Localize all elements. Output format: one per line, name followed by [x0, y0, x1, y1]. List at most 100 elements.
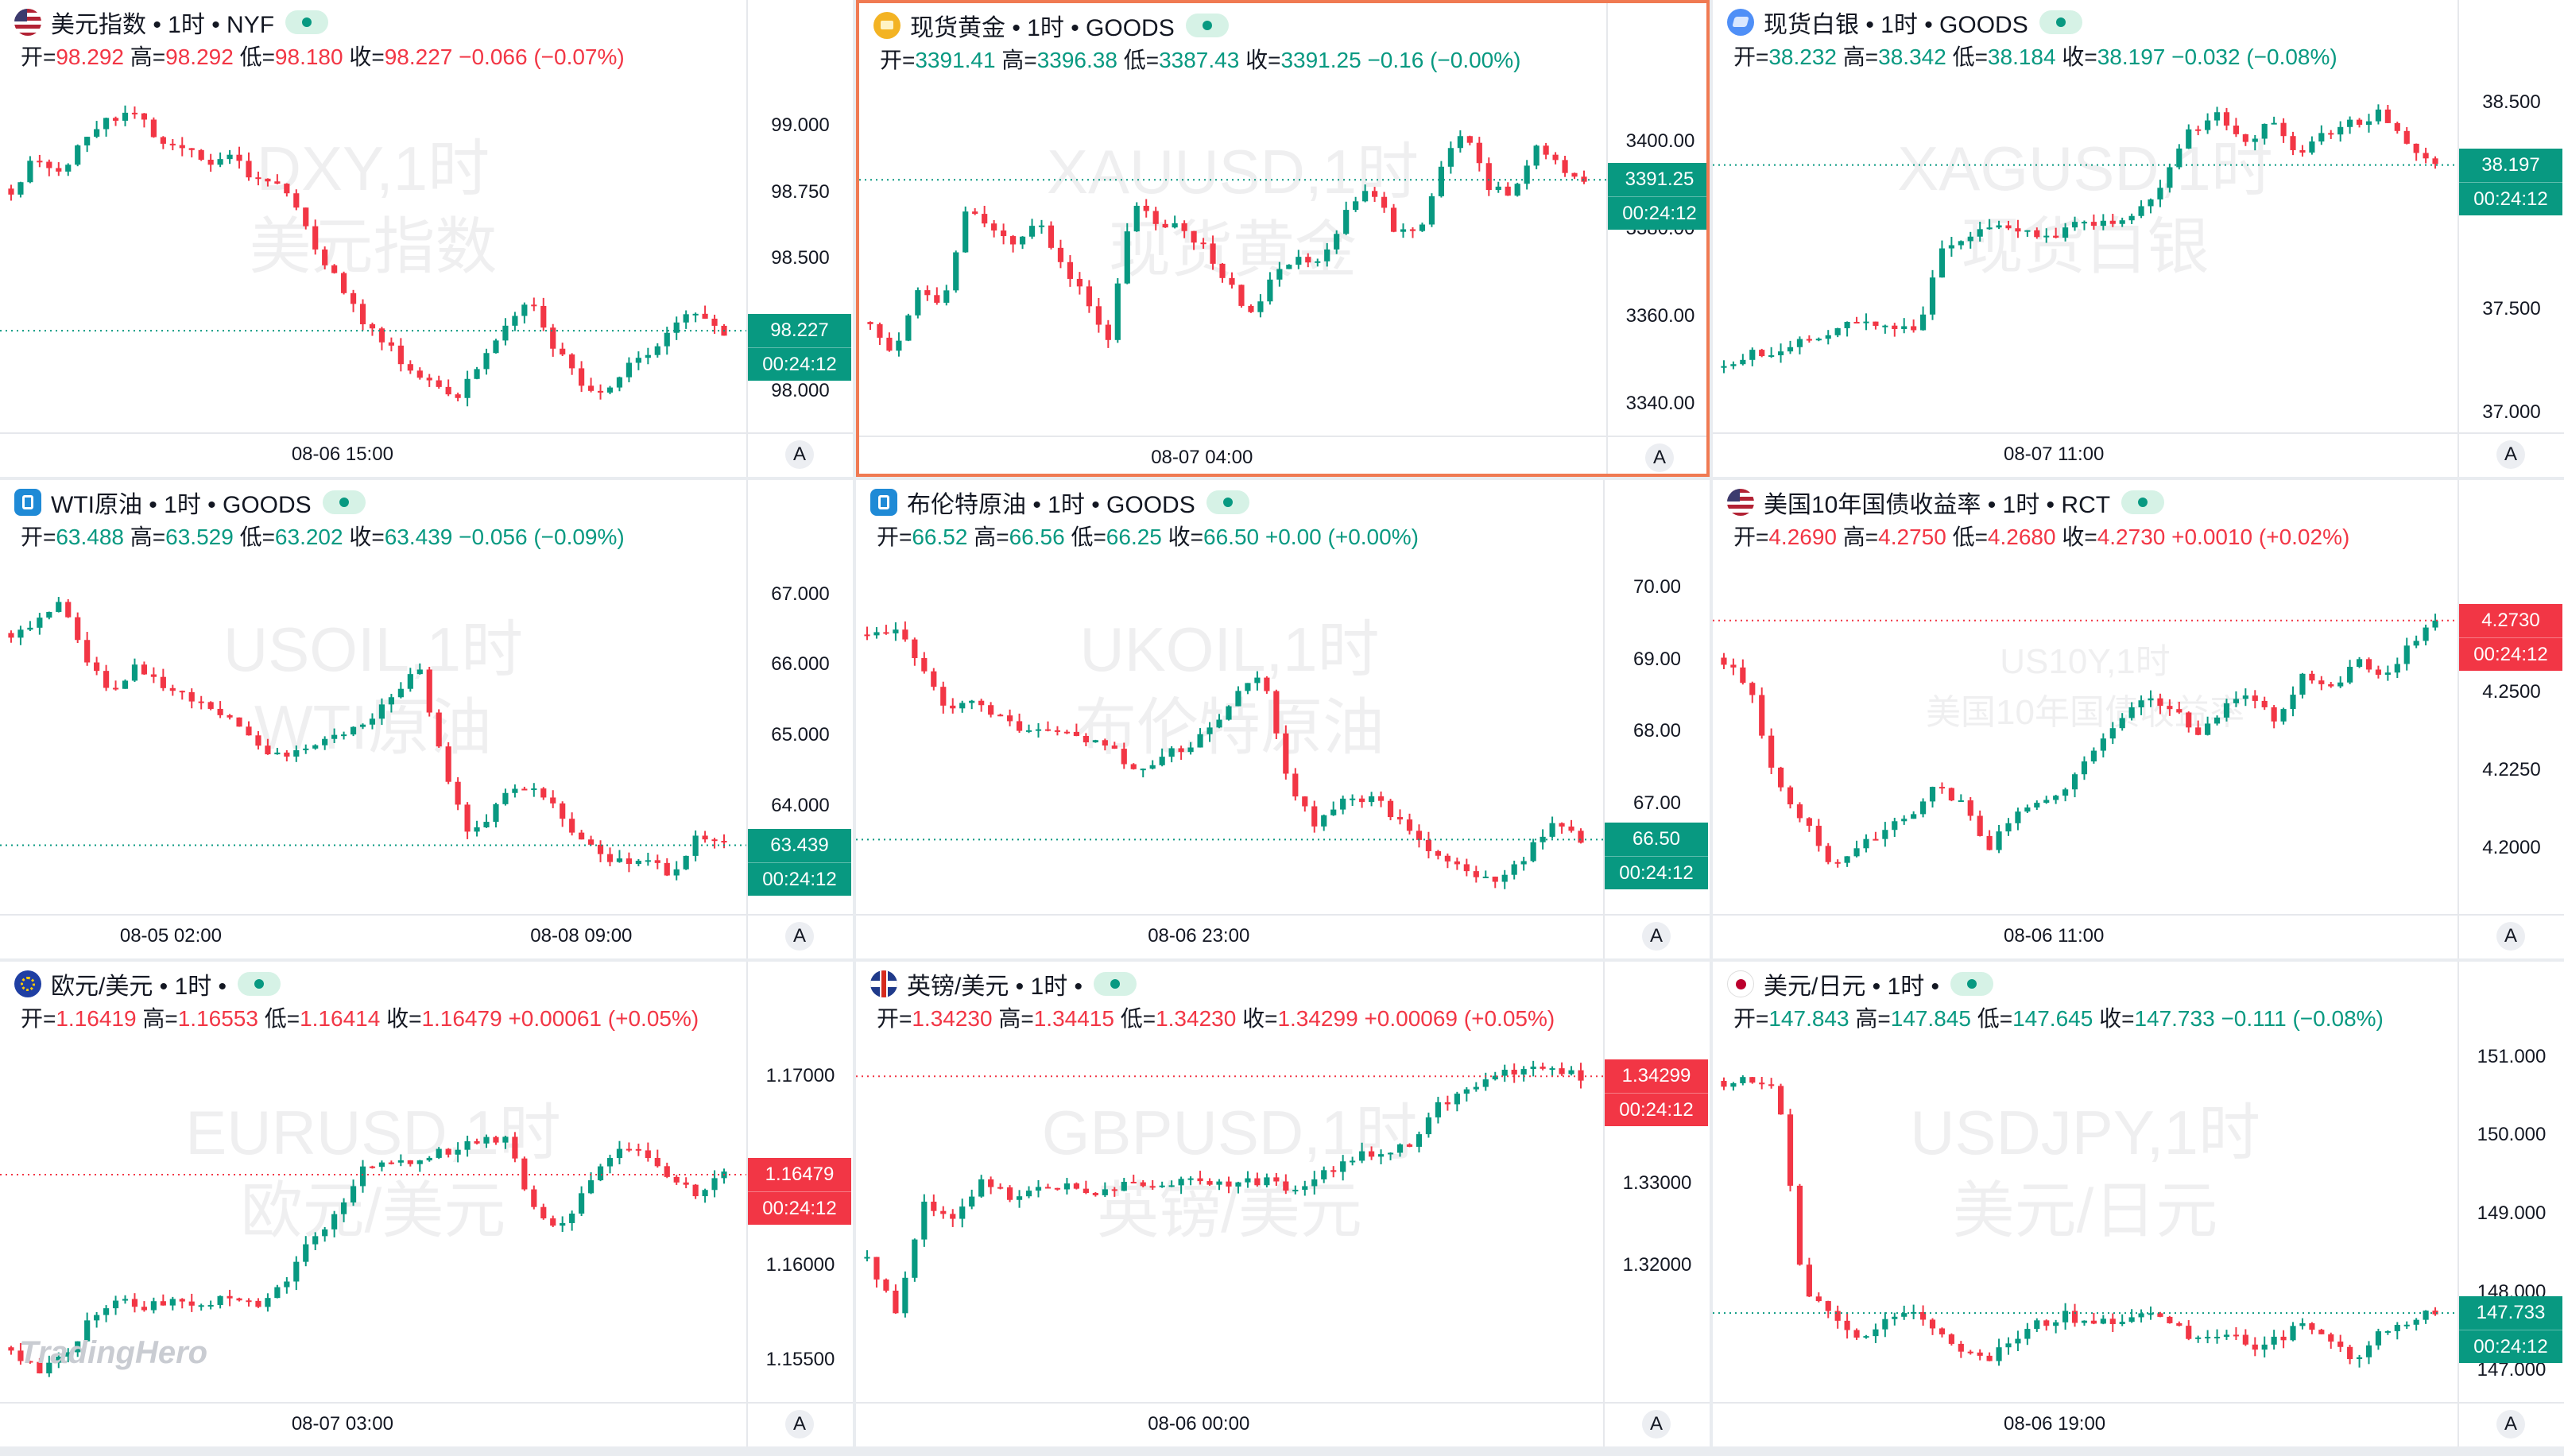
- candle: [626, 1142, 633, 1152]
- ohlc-legend: 开=1.34230 高=1.34415 低=1.34230 收=1.34299 …: [877, 1001, 1555, 1033]
- candle: [2195, 720, 2202, 736]
- symbol-header[interactable]: 美元/日元 • 1时 •: [1727, 968, 1994, 1000]
- candlestick-plot[interactable]: [859, 3, 1606, 436]
- candle: [1501, 1064, 1508, 1082]
- silver-flag-icon: [1727, 9, 1754, 36]
- candle: [683, 1177, 689, 1189]
- chart-panel[interactable]: XAGUSD,1时现货白银38.50038.00037.50037.00038.…: [1713, 0, 2564, 477]
- auto-scale-button[interactable]: A: [785, 440, 814, 469]
- chart-panel[interactable]: XAUUSD,1时现货黄金3400.003380.003360.003340.0…: [856, 0, 1710, 477]
- candle: [877, 322, 883, 346]
- symbol-header[interactable]: 布伦特原油 • 1时 • GOODS: [870, 486, 1249, 518]
- candlestick-plot[interactable]: [1713, 480, 2457, 914]
- time-axis[interactable]: 08-06 19:00 A: [1713, 1402, 2564, 1446]
- auto-scale-button[interactable]: A: [2496, 922, 2525, 951]
- chart-panel[interactable]: DXY,1时 美元指数 99.000 98.750 98.500 98.000 98.227…: [0, 0, 853, 477]
- auto-scale-button[interactable]: A: [785, 1410, 814, 1439]
- candle: [303, 207, 309, 230]
- candle: [2005, 220, 2012, 230]
- candle: [1530, 1060, 1536, 1077]
- time-axis[interactable]: 08-07 04:00 A: [859, 436, 1706, 474]
- candle: [2271, 116, 2277, 125]
- candle: [1929, 1318, 1936, 1335]
- candle: [2062, 1303, 2069, 1330]
- auto-scale-button[interactable]: A: [785, 922, 814, 951]
- candle: [1425, 1112, 1432, 1138]
- candlestick-plot[interactable]: [856, 962, 1603, 1402]
- candle: [1796, 336, 1803, 354]
- time-axis[interactable]: 08-06 23:00 A: [856, 914, 1710, 958]
- candle: [1457, 130, 1463, 153]
- time-axis[interactable]: 08-07 03:00 A: [0, 1402, 853, 1446]
- candle: [46, 611, 52, 620]
- candlestick-plot[interactable]: [0, 962, 746, 1402]
- time-axis[interactable]: 08-05 02:00 08-08 09:00 A: [0, 914, 853, 958]
- candle: [997, 1183, 1004, 1190]
- candle: [864, 1250, 870, 1262]
- auto-scale-button[interactable]: A: [1645, 443, 1674, 472]
- candle: [1044, 1183, 1052, 1189]
- candle: [2176, 701, 2182, 714]
- candle: [426, 1156, 432, 1162]
- chart-panel[interactable]: EURUSD,1时 欧元/美元 1.17000 1.16000 1.15500 1.164…: [0, 962, 853, 1446]
- candle: [483, 348, 490, 375]
- time-axis[interactable]: 08-06 11:00 A: [1713, 914, 2564, 958]
- ohlc-close-value: 1.34299: [1277, 1006, 1358, 1031]
- candle: [2271, 705, 2277, 729]
- chart-panel[interactable]: GBPUSD,1时英镑/美元1.340001.330001.320001.342…: [856, 962, 1710, 1446]
- chart-panel[interactable]: US10Y,1时 美国10年国债收益率 4.2500 4.2250 4.2000 4.27…: [1713, 480, 2564, 958]
- candle: [1447, 141, 1454, 174]
- candlestick-plot[interactable]: [1713, 962, 2457, 1402]
- time-axis[interactable]: 08-07 11:00 A: [1713, 432, 2564, 477]
- auto-scale-button[interactable]: A: [1642, 1410, 1671, 1439]
- candle: [540, 297, 547, 331]
- candle: [2071, 216, 2078, 231]
- y-tick-label: 149.000: [2477, 1202, 2547, 1225]
- auto-scale-button[interactable]: A: [2496, 440, 2525, 469]
- ohlc-low-value: 63.202: [274, 525, 343, 549]
- symbol-header[interactable]: 欧元/美元 • 1时 •: [14, 968, 281, 1000]
- candle: [2299, 145, 2306, 157]
- chart-panel[interactable]: USDJPY,1时 美元/日元 151.000 150.000 149.000 148.0…: [1713, 962, 2564, 1446]
- time-axis[interactable]: 08-06 00:00 A: [856, 1402, 1710, 1446]
- candle: [1578, 828, 1584, 844]
- ohlc-close-value: 3391.25: [1280, 48, 1361, 72]
- candle: [1283, 725, 1289, 780]
- chart-panel[interactable]: UKOIL,1时 布伦特原油 70.00 69.00 68.00 67.00 66.50 00…: [856, 480, 1710, 958]
- y-tick-label: 67.00: [1633, 792, 1682, 815]
- auto-scale-button[interactable]: A: [1642, 922, 1671, 951]
- candlestick-plot[interactable]: [856, 480, 1603, 914]
- y-tick-label: 1.16000: [765, 1254, 835, 1276]
- candle: [1226, 705, 1232, 721]
- symbol-header[interactable]: 美元指数 • 1时 • NYF: [14, 6, 329, 38]
- candle: [75, 144, 81, 167]
- candle: [988, 1176, 994, 1195]
- candlestick-plot[interactable]: [1713, 0, 2457, 432]
- candle: [359, 299, 366, 331]
- candle: [616, 1140, 623, 1164]
- candle: [587, 378, 595, 393]
- candle: [1958, 240, 1964, 250]
- ohlc-change-value: −0.032: [2171, 45, 2241, 69]
- candle: [1559, 822, 1565, 834]
- candlestick-plot[interactable]: [0, 0, 746, 432]
- auto-scale-button[interactable]: A: [2496, 1410, 2525, 1439]
- symbol-header[interactable]: 美国10年国债收益率 • 1时 • RCT: [1727, 486, 2165, 518]
- candle: [1466, 135, 1473, 145]
- candle: [2128, 702, 2135, 721]
- symbol-header[interactable]: WTI原油 • 1时 • GOODS: [14, 486, 366, 518]
- candle: [2167, 1315, 2173, 1324]
- time-axis[interactable]: 08-06 15:00 A: [0, 432, 853, 477]
- candlestick-plot[interactable]: [0, 480, 746, 914]
- candle: [474, 820, 480, 837]
- candle: [207, 1300, 214, 1310]
- candle: [1216, 714, 1222, 729]
- ohlc-high-value: 66.56: [1009, 525, 1065, 549]
- candle: [27, 156, 33, 184]
- symbol-header[interactable]: 现货白银 • 1时 • GOODS: [1727, 6, 2082, 38]
- candle: [131, 1293, 138, 1313]
- chart-panel[interactable]: USOIL,1时 WTI原油 67.000 66.000 65.000 64.000 63.…: [0, 480, 853, 958]
- symbol-header[interactable]: 英镑/美元 • 1时 •: [870, 968, 1137, 1000]
- candle: [331, 728, 338, 744]
- symbol-header[interactable]: 现货黄金 • 1时 • GOODS: [873, 10, 1229, 41]
